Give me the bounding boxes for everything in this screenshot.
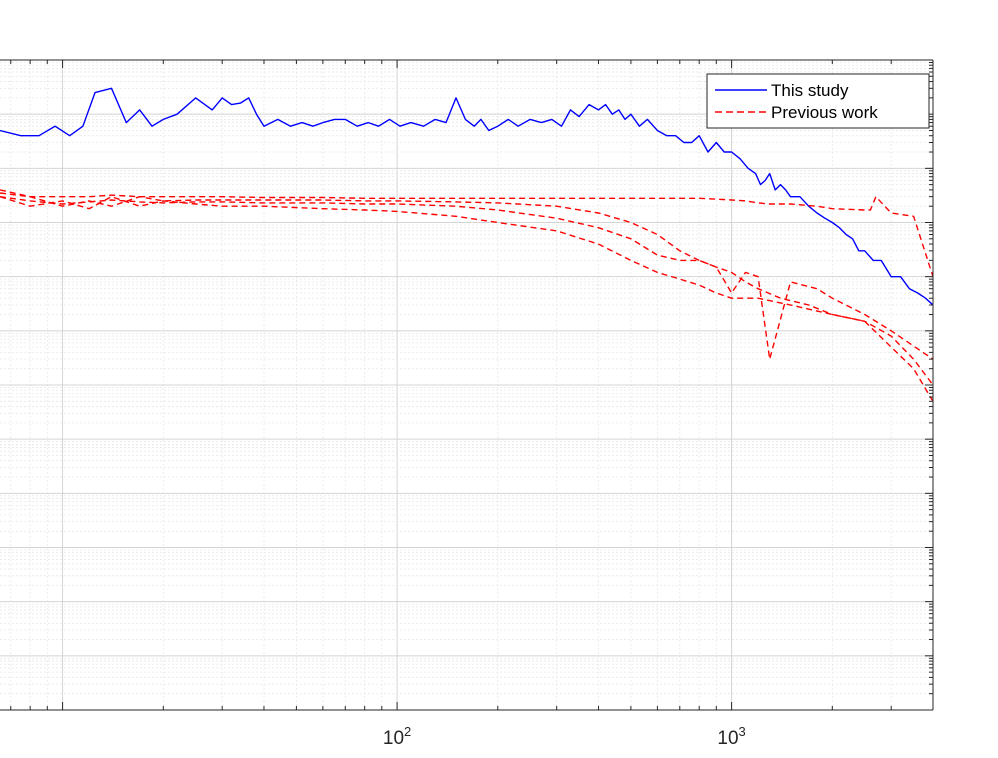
series-line-4 bbox=[0, 196, 933, 360]
series-layer bbox=[0, 87, 933, 402]
series-line-5 bbox=[0, 189, 933, 277]
legend-label-2: Previous work bbox=[771, 103, 878, 122]
x-tick-label: 103 bbox=[717, 724, 745, 749]
series-line-3 bbox=[0, 192, 933, 386]
series-line-2 bbox=[0, 195, 933, 402]
legend-label-1: This study bbox=[771, 81, 849, 100]
legend: This study Previous work bbox=[706, 73, 930, 129]
plot-area bbox=[0, 87, 933, 402]
legend-box bbox=[706, 73, 930, 129]
series-line-1 bbox=[0, 87, 933, 306]
x-tick-label: 102 bbox=[383, 724, 411, 749]
ticks: 102 103 bbox=[10, 59, 934, 749]
